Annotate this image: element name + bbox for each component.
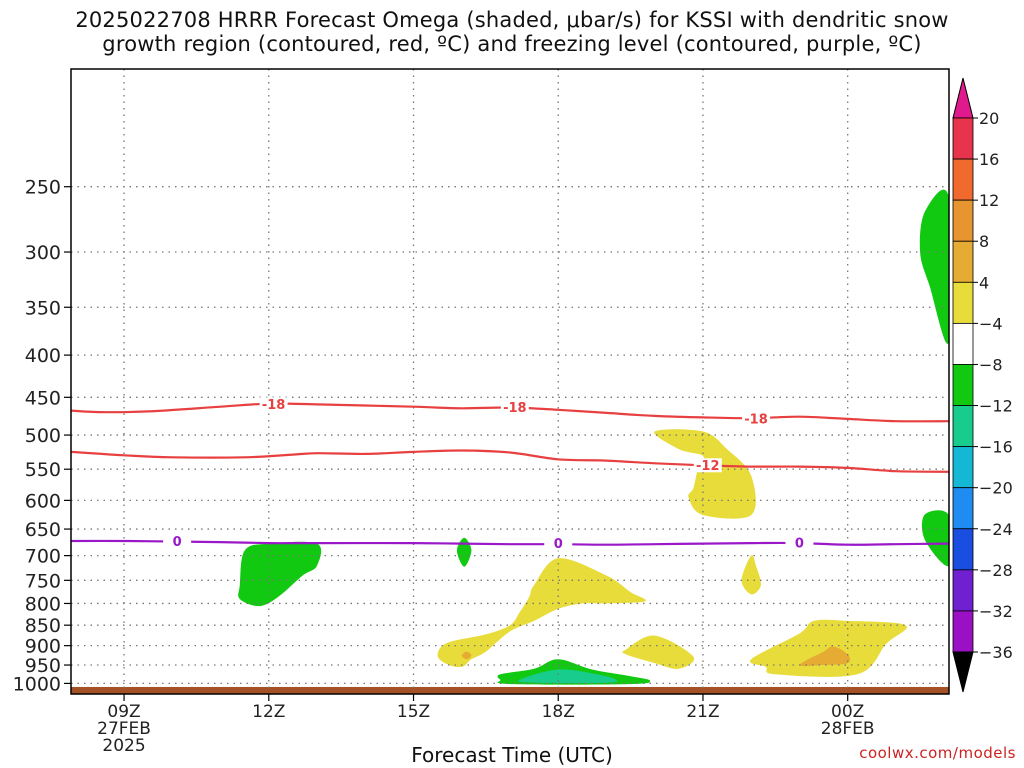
contour-label: -18 — [262, 398, 286, 413]
colorbar-tick-label: 4 — [979, 273, 989, 292]
omega-region — [518, 669, 618, 684]
colorbar-tick-label: −8 — [979, 355, 1003, 374]
y-tick-label: 300 — [25, 242, 61, 264]
chart-title-line-2: growth region (contoured, red, ºC) and f… — [102, 32, 922, 56]
omega-shading — [238, 189, 949, 685]
colorbar-tick-label: −16 — [979, 438, 1013, 457]
y-tick-label: 900 — [25, 636, 61, 658]
contour-label: 0 — [795, 537, 804, 552]
colorbar-tick-label: −4 — [979, 314, 1003, 333]
omega-region — [741, 555, 762, 595]
omega-region — [799, 646, 851, 667]
contour-label: 0 — [554, 537, 563, 552]
contour-label-bg — [163, 534, 192, 549]
ground-surface — [71, 686, 949, 694]
colorbar-tick-label: −28 — [979, 561, 1013, 580]
x-tick-label: 12Z — [252, 702, 285, 722]
colorbar-tick-label: 12 — [979, 191, 999, 210]
contour-label: -18 — [744, 412, 768, 427]
y-tick-label: 350 — [25, 297, 61, 319]
contour-label-bg — [544, 536, 573, 551]
y-tick-label: 700 — [25, 546, 61, 568]
gridlines — [71, 69, 949, 694]
x-tick-label: 27FEB — [97, 719, 151, 739]
y-tick-label: 1000 — [13, 673, 61, 695]
y-tick-label: 600 — [25, 490, 61, 512]
colorbar-swatch — [952, 528, 974, 571]
omega-region — [919, 189, 949, 344]
colorbar-swatch — [952, 322, 974, 365]
y-tick-label: 250 — [25, 177, 61, 199]
colorbar-swatch — [952, 158, 974, 201]
contour-label: -12 — [696, 459, 720, 474]
y-tick-label: 850 — [25, 615, 61, 637]
colorbar-tick-label: 16 — [979, 150, 999, 169]
x-tick-label: 15Z — [397, 702, 430, 722]
omega-region — [461, 651, 472, 660]
terrain-layer — [71, 686, 949, 694]
x-tick-label: 2025 — [102, 736, 145, 756]
x-tick-label: 00Z — [831, 702, 864, 722]
colorbar-tick-label: −32 — [979, 602, 1013, 621]
y-tick-label: 650 — [25, 519, 61, 541]
colorbar-swatch — [952, 487, 974, 530]
colorbar-swatch — [952, 364, 974, 406]
y-tick-label: 950 — [25, 655, 61, 677]
contour-label: 0 — [173, 535, 182, 550]
colorbar-top-arrow — [952, 77, 974, 119]
colorbar-swatch — [952, 117, 974, 160]
omega-region — [622, 635, 695, 669]
y-tick-label: 450 — [25, 387, 61, 409]
colorbar: 20 16 12 8 4 −4 −8 −12 −16 −20 −24 −28 −32 −36 — [952, 77, 1013, 693]
x-tick-label: 18Z — [542, 702, 575, 722]
contour-label-bg — [693, 458, 722, 473]
contour-label-bg — [785, 536, 814, 551]
y-axis: 2503003504004505005506006507007508008509… — [13, 177, 71, 695]
omega-region — [238, 541, 322, 607]
chart-title-line-1: 2025022708 HRRR Forecast Omega (shaded, … — [75, 8, 949, 32]
colorbar-tick-label: −20 — [979, 479, 1013, 498]
x-axis-title: Forecast Time (UTC) — [411, 743, 613, 767]
contour-label: -18 — [503, 401, 527, 416]
colorbar-swatch — [952, 446, 974, 489]
colorbar-tick-label: 20 — [979, 109, 999, 128]
plot-frame — [70, 68, 950, 695]
omega-region — [437, 558, 646, 668]
colorbar-bottom-arrow — [952, 651, 974, 693]
colorbar-swatch — [952, 610, 974, 653]
colorbar-swatch — [952, 569, 974, 612]
colorbar-swatch — [952, 199, 974, 242]
contour-lines: -18 -18 -18 -12 0 0 0 — [71, 397, 949, 552]
colorbar-swatch — [952, 240, 974, 283]
x-tick-label: 21Z — [686, 702, 719, 722]
contour-line — [71, 539, 949, 546]
omega-region — [456, 537, 472, 567]
contour-line — [71, 449, 949, 473]
x-tick-label: 28FEB — [821, 719, 875, 739]
source-credit: coolwx.com/models — [859, 744, 1016, 762]
omega-region — [654, 429, 756, 519]
colorbar-tick-label: −24 — [979, 520, 1013, 539]
colorbar-swatch — [952, 405, 974, 448]
y-tick-label: 550 — [25, 459, 61, 481]
contour-label-bg — [259, 397, 288, 412]
contour-label-bg — [742, 411, 771, 426]
colorbar-swatch — [952, 281, 974, 324]
x-tick-label: 09Z — [107, 702, 140, 722]
y-tick-label: 400 — [25, 345, 61, 367]
omega-region — [921, 510, 949, 567]
colorbar-tick-label: 8 — [979, 232, 989, 251]
colorbar-tick-label: −12 — [979, 397, 1013, 416]
y-tick-label: 500 — [25, 425, 61, 447]
colorbar-tick-label: −36 — [979, 643, 1013, 662]
contour-label-bg — [500, 400, 529, 415]
y-tick-label: 800 — [25, 593, 61, 615]
y-tick-label: 750 — [25, 570, 61, 592]
